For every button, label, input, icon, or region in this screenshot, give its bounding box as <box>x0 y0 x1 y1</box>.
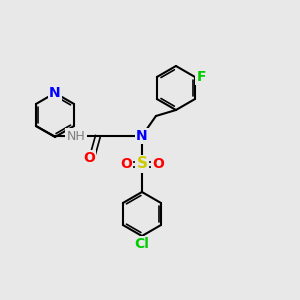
Text: S: S <box>136 157 147 172</box>
Text: F: F <box>196 70 206 84</box>
Text: O: O <box>152 157 164 171</box>
Text: Cl: Cl <box>134 237 149 251</box>
Text: O: O <box>120 157 132 171</box>
Text: O: O <box>83 151 95 165</box>
Text: N: N <box>136 129 148 143</box>
Text: NH: NH <box>67 130 85 142</box>
Text: N: N <box>49 86 61 100</box>
